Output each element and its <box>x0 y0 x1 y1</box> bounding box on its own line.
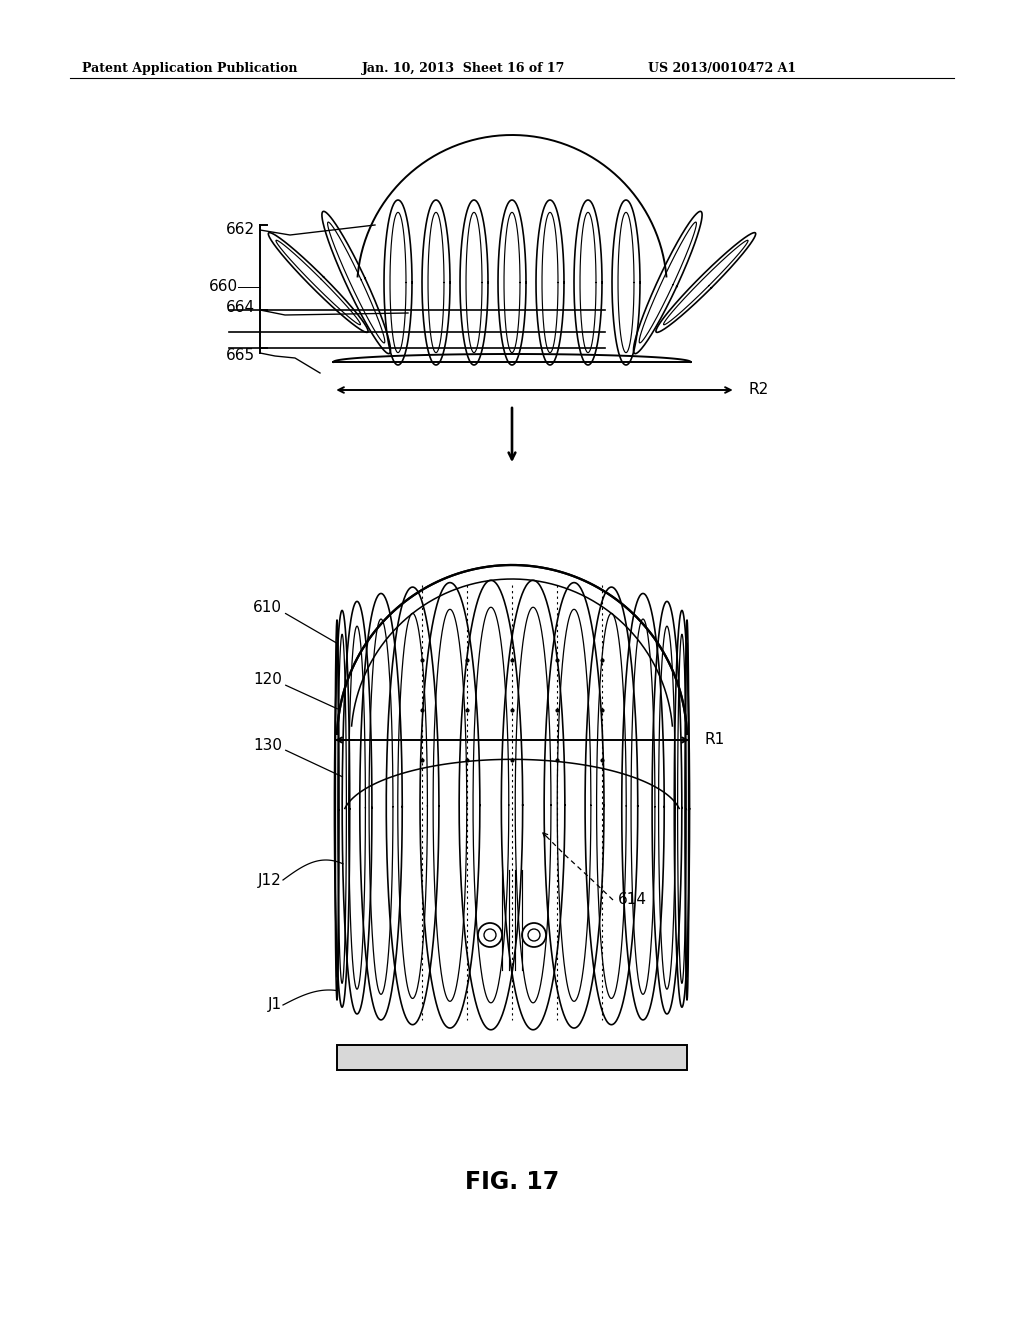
Text: 665: 665 <box>226 348 255 363</box>
Text: 664: 664 <box>226 301 255 315</box>
Text: Patent Application Publication: Patent Application Publication <box>82 62 298 75</box>
Text: 614: 614 <box>618 892 647 908</box>
Text: 130: 130 <box>253 738 282 752</box>
Text: R1: R1 <box>705 733 725 747</box>
Text: 662: 662 <box>226 223 255 238</box>
Text: 120: 120 <box>253 672 282 688</box>
Text: FIG. 17: FIG. 17 <box>465 1170 559 1195</box>
Bar <box>337 1045 687 1071</box>
Text: 610: 610 <box>253 601 282 615</box>
Text: Jan. 10, 2013  Sheet 16 of 17: Jan. 10, 2013 Sheet 16 of 17 <box>362 62 565 75</box>
Text: US 2013/0010472 A1: US 2013/0010472 A1 <box>648 62 796 75</box>
Text: J1: J1 <box>268 998 282 1012</box>
Text: 660: 660 <box>209 279 238 294</box>
Text: J12: J12 <box>258 873 282 887</box>
Text: R2: R2 <box>749 383 769 397</box>
